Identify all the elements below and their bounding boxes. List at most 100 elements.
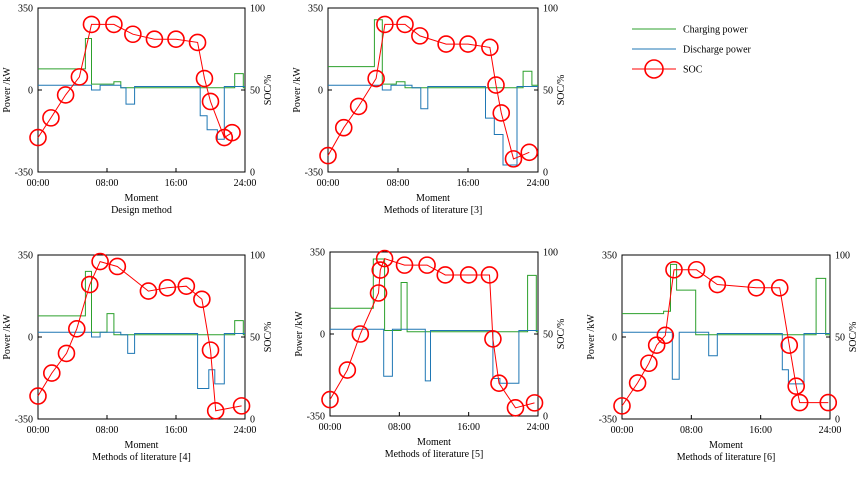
legend-item-0: Charging power [632,25,748,36]
y-tick-label: -350 [599,415,617,426]
x-tick-label: 24:00 [527,422,550,433]
soc-point [459,35,477,53]
soc-point [418,256,436,274]
soc-point [82,15,101,34]
chart-caption: Design method [111,205,172,216]
soc-point [139,282,158,300]
soc-point [105,15,123,34]
y-tick-label: 0 [28,333,33,344]
y2-axis-label: SOC/% [263,75,274,106]
soc-point [687,260,706,279]
legend-item-2: SOC [632,59,703,79]
plot-frame [329,251,539,417]
x-tick-label: 00:00 [611,425,634,436]
x-tick-label: 16:00 [457,178,480,189]
y-axis-label: Power /kW [2,314,13,360]
soc-point [506,398,525,417]
y-tick-label: -350 [307,412,325,423]
series-soc-line [327,23,530,160]
y2-tick-label: 0 [543,412,548,423]
x-axis-label: Moment [709,440,743,451]
series-soc-line [37,23,233,139]
soc-point [29,387,47,405]
y-tick-label: 350 [308,4,323,15]
legend-item-1: Discharge power [632,45,752,56]
series-discharge-power [330,328,538,384]
y-tick-label: 350 [18,251,33,262]
y2-tick-label: 0 [250,415,255,426]
y-tick-label: 0 [318,86,323,97]
y2-tick-label: 0 [543,168,548,179]
soc-point [338,361,357,379]
soc-point [188,33,207,52]
soc-point [411,27,429,45]
soc-point [80,275,99,294]
soc-point [481,38,499,57]
soc-point [232,397,251,415]
y-tick-label: -350 [15,415,33,426]
x-tick-label: 24:00 [819,425,842,436]
x-axis-label: Moment [125,440,159,451]
y2-tick-label: 0 [250,168,255,179]
soc-point [367,69,385,88]
series-soc-line [37,261,242,412]
soc-point [201,92,220,111]
soc-point [319,146,337,165]
y-tick-label: -350 [305,168,323,179]
soc-point [708,275,727,294]
soc-point [525,394,544,412]
y2-axis-label: SOC/% [848,322,859,353]
soc-point [177,277,196,295]
soc-point [158,278,177,297]
series-charging-power [328,19,538,89]
soc-point [628,374,647,392]
series-soc-line [621,269,829,407]
soc-point [480,266,499,284]
series-discharge-power [328,84,538,166]
soc-point [371,261,390,279]
plot-frame [327,7,539,173]
y2-axis-label: SOC/% [263,322,274,353]
legend-marker [644,59,664,79]
chart-caption: Methods of literature [4] [92,452,191,463]
soc-point [819,393,838,412]
soc-point [68,319,86,338]
legend-label: Charging power [683,25,748,36]
x-tick-label: 24:00 [234,425,257,436]
soc-point [349,97,368,116]
chart-caption: Methods of literature [6] [677,452,776,463]
y2-tick-label: 100 [250,4,265,15]
x-axis-label: Moment [417,437,451,448]
soc-point [436,266,455,284]
soc-point [613,397,631,415]
y-tick-label: 350 [18,4,33,15]
series-charging-power [38,270,245,336]
x-tick-label: 16:00 [749,425,772,436]
legend: Charging power Discharge power SOC [632,25,752,79]
soc-point [57,344,76,363]
soc-point [369,284,388,302]
x-tick-label: 16:00 [165,178,188,189]
soc-point [321,390,339,409]
soc-point [787,377,806,396]
y-tick-label: -350 [15,168,33,179]
series-charging-power [330,258,538,333]
series-soc-line [329,257,535,409]
y2-tick-label: 100 [543,4,558,15]
y2-tick-label: 100 [250,251,265,262]
y2-tick-label: 100 [835,251,850,262]
x-axis-label: Moment [125,193,159,204]
x-tick-label: 24:00 [527,178,550,189]
soc-point [747,278,766,297]
soc-point [376,15,394,34]
soc-point [108,257,127,276]
chart-caption: Methods of literature [5] [385,449,484,460]
y-axis-label: Power /kW [586,314,597,360]
y2-tick-label: 50 [250,333,260,344]
y-tick-label: 0 [612,333,617,344]
chart-caption: Methods of literature [3] [384,205,483,216]
y-tick-label: 350 [310,248,325,259]
soc-point [201,341,220,359]
